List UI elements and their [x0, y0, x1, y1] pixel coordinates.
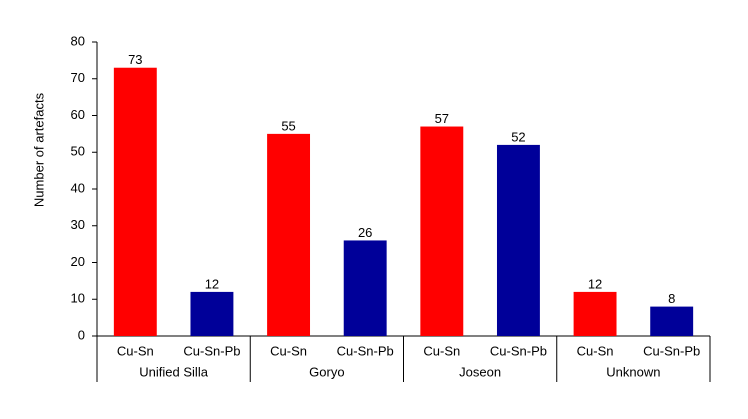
bar: [190, 291, 234, 336]
y-axis-label: Number of artefacts: [31, 92, 46, 207]
bar: [650, 306, 694, 336]
y-tick-label: 30: [71, 217, 85, 232]
group-label: Joseon: [459, 364, 501, 379]
value-label: 26: [358, 225, 372, 240]
bar: [496, 144, 540, 336]
group-label: Unknown: [606, 364, 660, 379]
y-tick-label: 0: [78, 327, 85, 342]
x-tick-label: Cu-Sn-Pb: [490, 343, 547, 358]
value-label: 12: [588, 276, 602, 291]
value-label: 52: [511, 129, 525, 144]
group-label: Unified Silla: [139, 364, 208, 379]
value-label: 8: [668, 291, 675, 306]
bar: [573, 291, 617, 336]
bar: [420, 126, 464, 337]
bar: [113, 67, 157, 336]
bar: [267, 133, 311, 336]
x-tick-label: Cu-Sn: [423, 343, 460, 358]
value-label: 55: [281, 118, 295, 133]
bar: [343, 240, 387, 336]
x-tick-label: Cu-Sn-Pb: [183, 343, 240, 358]
value-label: 12: [205, 276, 219, 291]
y-tick-label: 40: [71, 180, 85, 195]
y-tick-label: 70: [71, 70, 85, 85]
x-tick-label: Cu-Sn: [270, 343, 307, 358]
x-tick-label: Cu-Sn-Pb: [643, 343, 700, 358]
y-tick-label: 60: [71, 107, 85, 122]
y-tick-label: 20: [71, 254, 85, 269]
group-label: Goryo: [309, 364, 344, 379]
value-label: 73: [128, 52, 142, 67]
y-tick-label: 80: [71, 33, 85, 48]
x-tick-label: Cu-Sn: [577, 343, 614, 358]
y-tick-label: 10: [71, 291, 85, 306]
y-tick-label: 50: [71, 144, 85, 159]
x-tick-label: Cu-Sn-Pb: [337, 343, 394, 358]
value-label: 57: [435, 111, 449, 126]
x-tick-label: Cu-Sn: [117, 343, 154, 358]
